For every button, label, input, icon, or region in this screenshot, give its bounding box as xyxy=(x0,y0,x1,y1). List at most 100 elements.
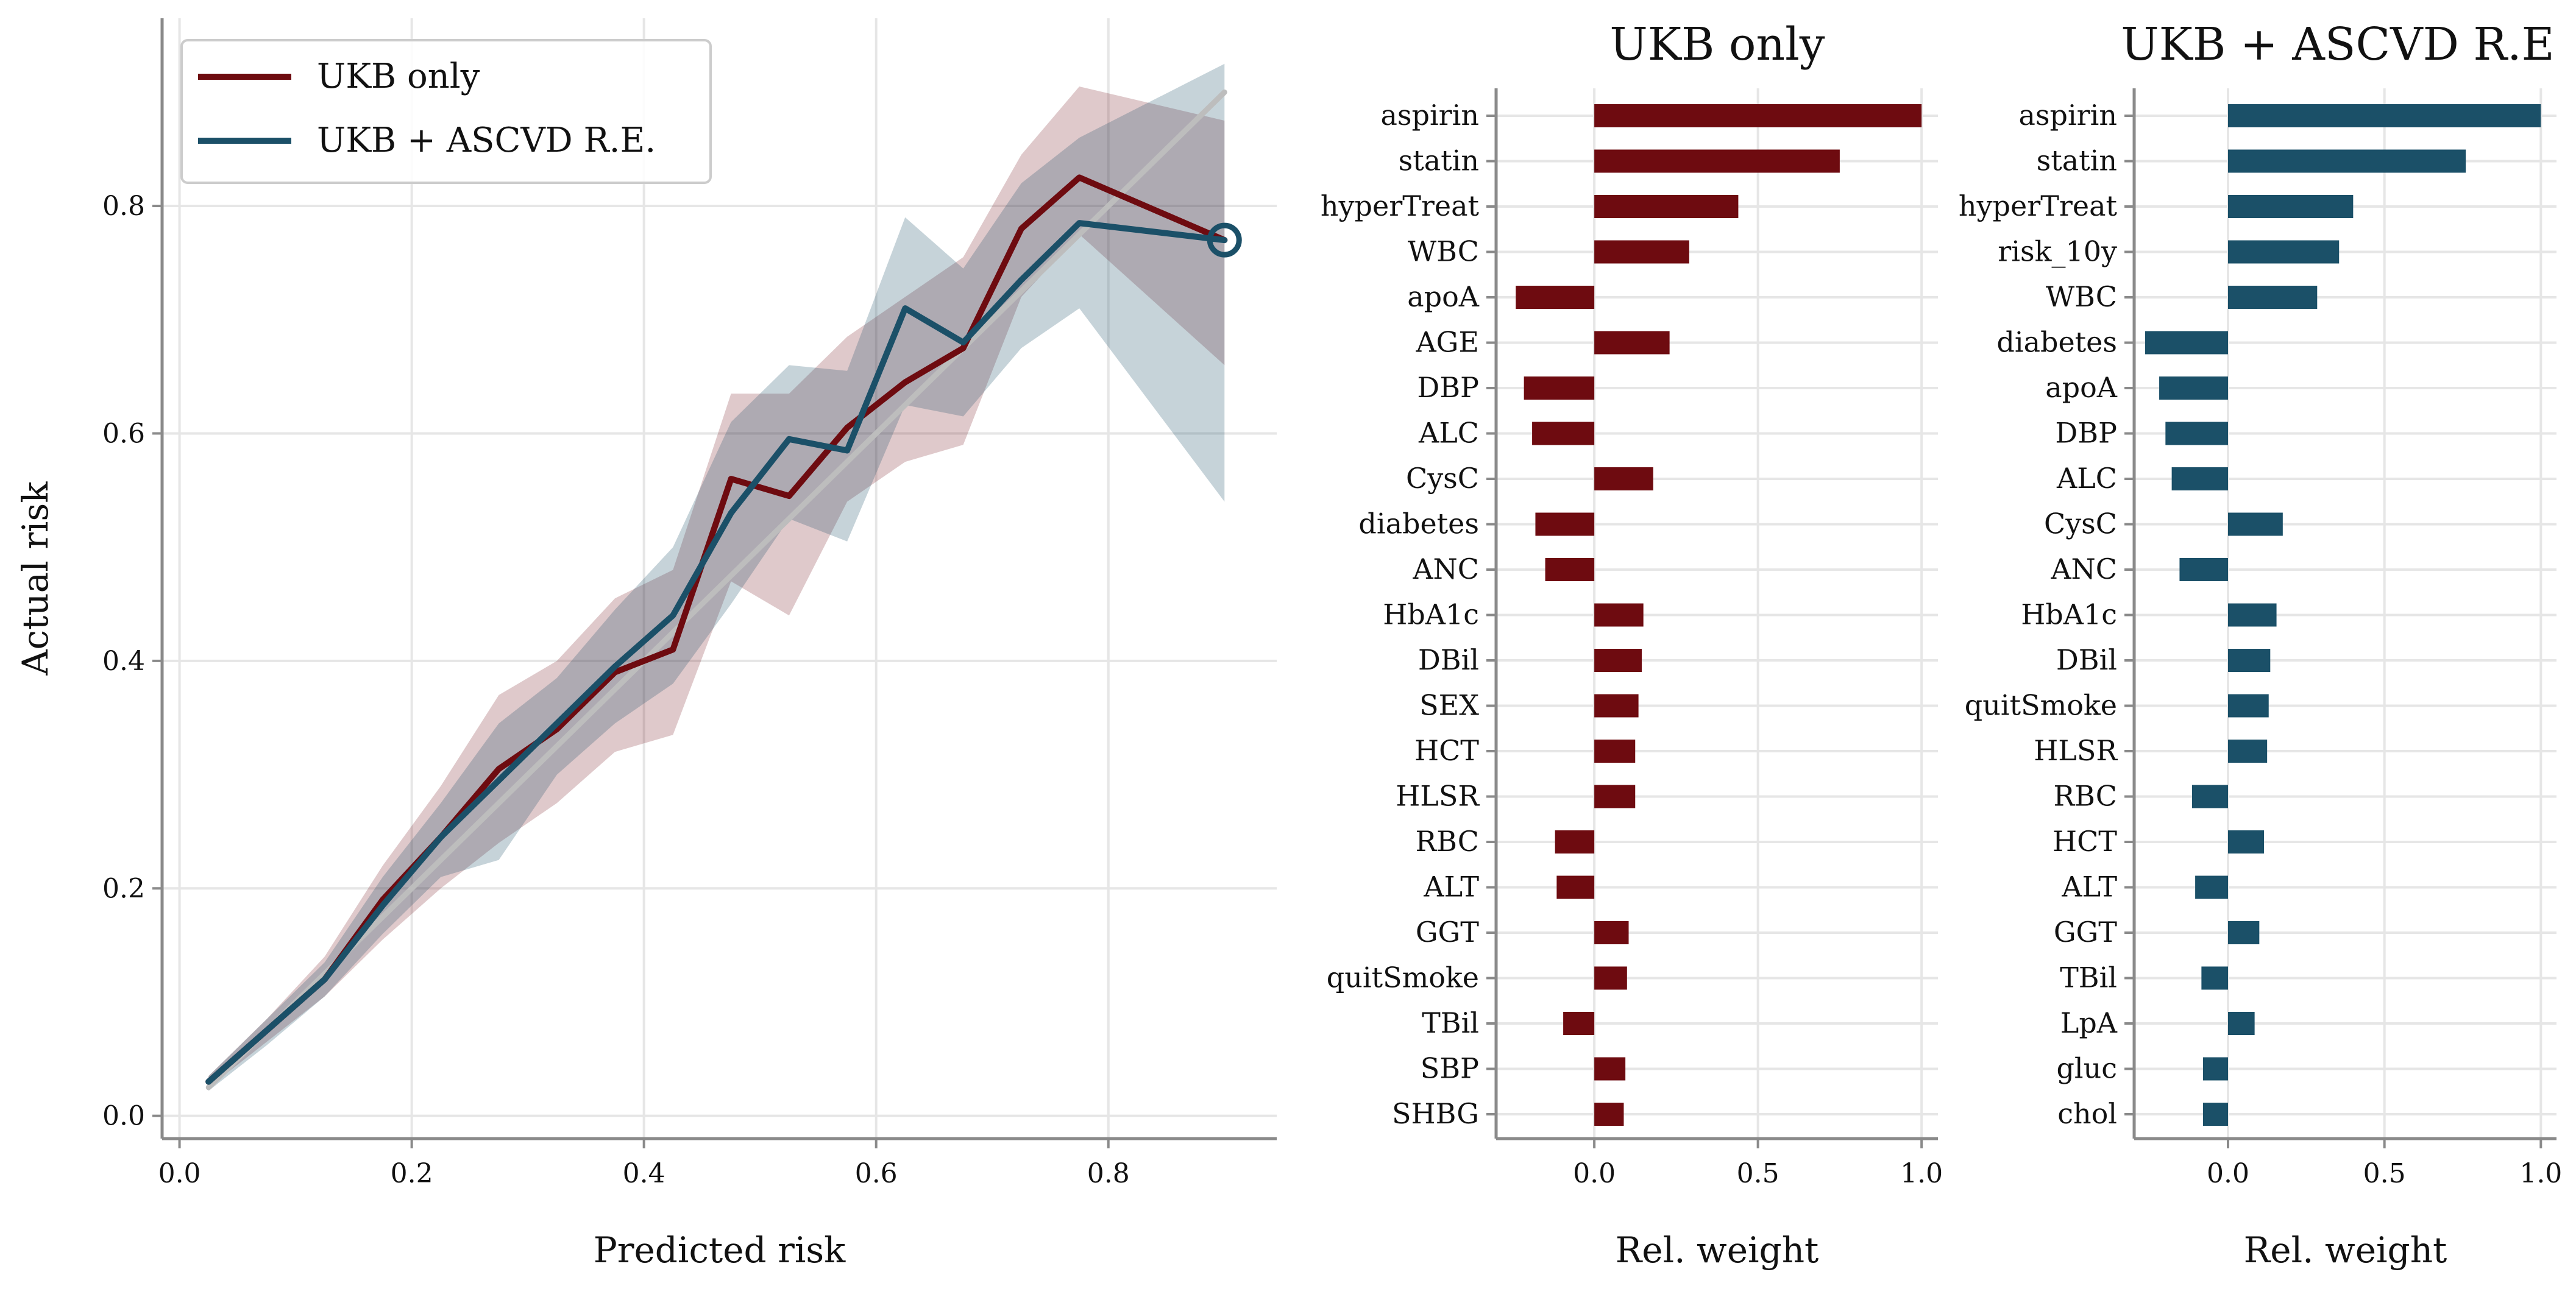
calibration-gridlines xyxy=(162,18,1277,1139)
feature-label: HCT xyxy=(2053,825,2117,858)
weight-bar xyxy=(1594,149,1840,173)
weight-bar xyxy=(1594,1057,1626,1081)
weight-bar xyxy=(2228,740,2268,763)
x-tick-label: 0.2 xyxy=(391,1158,433,1189)
y-axis-label: Actual risk xyxy=(15,481,56,676)
weight-bar xyxy=(2195,875,2228,899)
ascvd-weights-ticks: 0.0 0.5 1.0 aspirin statin hyperTreat risk_10y… xyxy=(1959,88,2562,1189)
feature-label: diabetes xyxy=(1996,326,2117,359)
feature-label: apoA xyxy=(1407,280,1480,313)
ukb-weights-ticks: 0.0 0.5 1.0 aspirin statin hyperTreat WBC apoA A… xyxy=(1321,88,1943,1189)
weight-bar xyxy=(1594,785,1636,808)
legend-label-ascvd: UKB + ASCVD R.E. xyxy=(317,121,656,160)
y-tick-label: 0.8 xyxy=(102,191,145,222)
weight-bar xyxy=(2228,1012,2255,1035)
panel-title-ukb: UKB only xyxy=(1609,18,1825,71)
weight-bar xyxy=(1555,830,1595,853)
weight-bar xyxy=(1594,694,1639,718)
weight-bar xyxy=(2201,966,2228,990)
feature-label: LpA xyxy=(2060,1006,2118,1039)
weight-bar xyxy=(2228,195,2354,218)
y-tick-label: 0.6 xyxy=(102,418,145,449)
weight-bar xyxy=(2228,921,2260,944)
weight-bar xyxy=(1594,740,1636,763)
weight-bar xyxy=(2228,830,2265,853)
weight-bar xyxy=(1594,331,1670,355)
feature-label: aspirin xyxy=(1380,99,1479,132)
x-tick-label: 0.6 xyxy=(855,1158,898,1189)
weight-bar xyxy=(2228,603,2277,627)
feature-label: gluc xyxy=(2056,1052,2117,1085)
ascvd-weight-bars xyxy=(2145,104,2541,1126)
feature-label: HbA1c xyxy=(2021,598,2117,631)
feature-label: GGT xyxy=(2054,916,2117,949)
ascvd-weights-panel: UKB + ASCVD R.E 0.0 0.5 1.0 aspirin statin hy… xyxy=(1959,18,2562,1271)
panel-title-ascvd: UKB + ASCVD R.E xyxy=(2121,18,2554,71)
feature-label: HbA1c xyxy=(1383,598,1479,631)
y-tick-label: 0.0 xyxy=(102,1101,145,1132)
weight-bar xyxy=(2228,694,2269,718)
feature-label: HCT xyxy=(1414,734,1479,767)
weight-bar xyxy=(2179,558,2228,581)
weight-bar xyxy=(1594,1103,1624,1126)
weight-bar xyxy=(1594,195,1739,218)
y-tick-label: 0.2 xyxy=(102,873,145,904)
feature-label: risk_10y xyxy=(1998,235,2117,268)
feature-label: RBC xyxy=(2054,780,2118,813)
feature-label: SEX xyxy=(1419,689,1479,722)
calibration-line-ascvd xyxy=(205,220,1228,1085)
feature-label: WBC xyxy=(2046,280,2117,313)
x-tick-label: 0.0 xyxy=(2207,1158,2249,1189)
feature-label: hyperTreat xyxy=(1321,189,1480,222)
weight-bar xyxy=(1594,603,1644,627)
weight-bar xyxy=(2228,104,2541,127)
feature-label: CysC xyxy=(1406,462,1479,495)
calibration-plot: 0.0 0.2 0.4 0.6 0.8 0.0 0.2 0.4 0.6 0.8 Predicted… xyxy=(15,18,1277,1271)
feature-label: chol xyxy=(2057,1097,2117,1130)
legend-box xyxy=(180,39,712,184)
x-tick-label: 1.0 xyxy=(2519,1158,2562,1189)
feature-label: aspirin xyxy=(2018,99,2117,132)
feature-label: ALT xyxy=(2061,871,2117,903)
weight-bar xyxy=(1556,875,1595,899)
weight-bar xyxy=(2228,240,2340,264)
feature-label: DBP xyxy=(2055,417,2117,450)
feature-label: WBC xyxy=(1408,235,1479,268)
weight-bar xyxy=(1594,240,1689,264)
feature-label: GGT xyxy=(1416,916,1479,949)
weight-bar xyxy=(2202,1057,2228,1081)
feature-label: quitSmoke xyxy=(1327,961,1479,994)
feature-label: ALT xyxy=(1423,871,1479,903)
endpoint-marker xyxy=(1207,222,1242,258)
weight-bar xyxy=(1594,467,1653,490)
ascvd-weights-x-label: Rel. weight xyxy=(2244,1229,2447,1271)
weight-bar xyxy=(2202,1103,2228,1126)
feature-label: SHBG xyxy=(1392,1097,1479,1130)
feature-label: DBil xyxy=(2056,643,2117,676)
weight-bar xyxy=(2228,286,2318,309)
feature-label: SBP xyxy=(1421,1052,1479,1085)
x-tick-label: 0.4 xyxy=(623,1158,665,1189)
x-axis-label: Predicted risk xyxy=(594,1229,846,1271)
legend-label-ukb: UKB only xyxy=(317,57,480,96)
weight-bar xyxy=(1563,1012,1595,1035)
calibration-ticks: 0.0 0.2 0.4 0.6 0.8 0.0 0.2 0.4 0.6 0.8 xyxy=(102,191,1130,1189)
weight-bar xyxy=(1594,966,1627,990)
ukb-weights-panel: UKB only 0.0 0.5 1.0 aspirin statin hyperTrea… xyxy=(1321,18,1943,1271)
weight-bar xyxy=(2159,376,2228,400)
feature-label: RBC xyxy=(1416,825,1480,858)
feature-label: quitSmoke xyxy=(1965,689,2117,722)
weight-bar xyxy=(2228,512,2283,536)
feature-label: statin xyxy=(2037,144,2117,177)
weight-bar xyxy=(1524,376,1595,400)
weight-bar xyxy=(1535,512,1595,536)
feature-label: AGE xyxy=(1415,326,1479,359)
weight-bar xyxy=(1594,104,1922,127)
x-tick-label: 0.5 xyxy=(2363,1158,2406,1189)
weight-bar xyxy=(2145,331,2228,355)
x-tick-label: 1.0 xyxy=(1900,1158,1943,1189)
x-tick-label: 0.8 xyxy=(1087,1158,1130,1189)
x-tick-label: 0.0 xyxy=(158,1158,201,1189)
